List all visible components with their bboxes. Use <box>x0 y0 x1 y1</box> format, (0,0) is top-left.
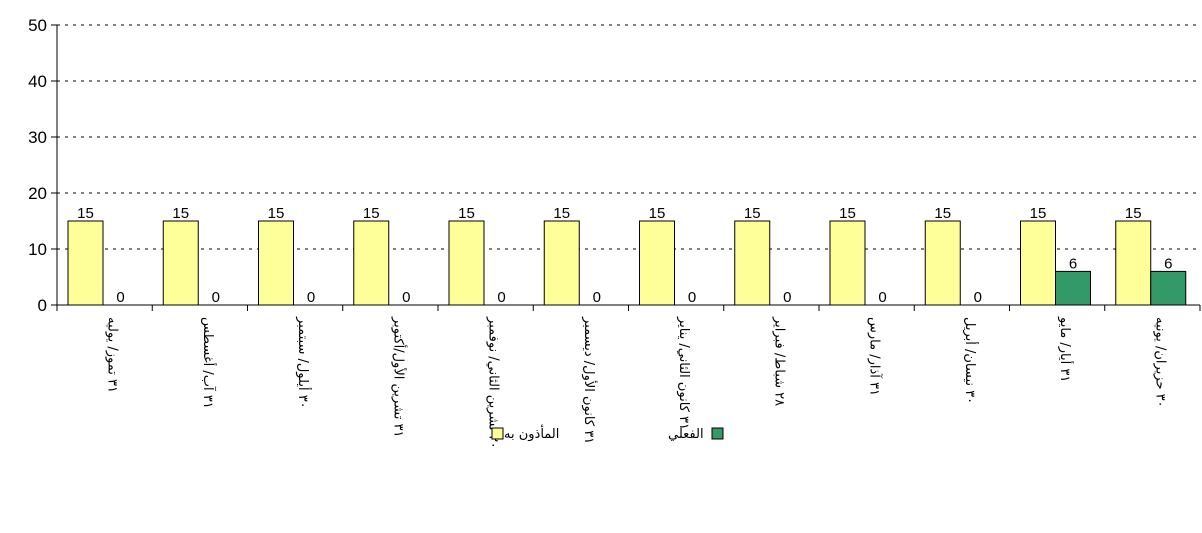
data-label-authorized: 15 <box>77 205 94 222</box>
bar-authorized <box>924 220 961 306</box>
category-label: ٣١ آب/ أغسطس <box>200 317 217 409</box>
data-label-authorized: 15 <box>744 205 761 222</box>
category-label: ٣٠ أيلول/ سبتمبر <box>295 316 312 409</box>
bar-authorized <box>734 220 771 306</box>
data-label-actual: 0 <box>593 289 601 306</box>
data-label-actual: 0 <box>307 289 315 306</box>
legend-swatch-actual <box>711 427 724 440</box>
y-tick-label: 20 <box>28 184 47 203</box>
category-label: ٢٨ شباط/ فبراير <box>771 316 786 406</box>
category-label: ٣٠ حزيران/ يونيه <box>1152 317 1167 408</box>
bar-actual <box>1150 270 1187 306</box>
data-label-actual: 0 <box>402 289 410 306</box>
category-labels: ٣١ تموز/ يوليه ٣١ آب/ أغسطس ٣٠ أيلول/ سبتم… <box>105 316 1168 449</box>
category-label: ٣١ كانون الثاني/ يناير <box>676 316 691 430</box>
data-label-authorized: 15 <box>649 205 666 222</box>
bar-authorized <box>1115 220 1152 306</box>
bar-authorized <box>639 220 675 306</box>
data-label-actual: 0 <box>116 289 124 306</box>
y-tick-label: 30 <box>28 128 47 147</box>
y-tick-label: 50 <box>28 16 47 35</box>
data-label-authorized: 15 <box>268 205 285 222</box>
data-label-authorized: 15 <box>458 205 475 222</box>
data-label-authorized: 15 <box>363 205 380 222</box>
bar-authorized <box>543 220 580 306</box>
data-label-actual: 0 <box>974 289 982 306</box>
category-label: ٣١ تشرين الأول/أكتوبر <box>390 316 407 438</box>
y-tick-label: 10 <box>28 240 47 259</box>
bar-authorized <box>258 220 294 306</box>
bar-authorized <box>1020 220 1056 306</box>
bar-authorized <box>353 220 390 306</box>
axes: 0 10 20 30 40 50 <box>28 16 1201 315</box>
data-label-actual: 6 <box>1069 255 1077 272</box>
bar-authorized <box>67 220 104 306</box>
legend-label-authorized: المأذون به <box>504 424 559 442</box>
bar-authorized <box>162 220 199 306</box>
category-label: ٣١ أيار/ مايو <box>1057 316 1074 382</box>
gridlines <box>57 24 1200 250</box>
bar-authorized <box>448 220 485 306</box>
data-label-authorized: 15 <box>172 205 189 222</box>
data-labels: 15 0 15 0 15 0 15 0 15 0 15 0 15 0 15 0 15 0 15 0 15 6 15 6 <box>77 205 1172 306</box>
data-label-actual: 0 <box>212 289 220 306</box>
y-tick-label: 40 <box>28 72 47 91</box>
category-label: ٣٠ نيسان/ أبريل <box>962 317 979 404</box>
data-label-actual: 0 <box>878 289 886 306</box>
category-label: ٣١ آذار/ مارس <box>867 317 884 396</box>
data-label-authorized: 15 <box>839 205 856 222</box>
category-label: ٣١ تموز/ يوليه <box>105 317 120 393</box>
data-label-actual: 0 <box>783 289 791 306</box>
legend-swatch-authorized <box>491 427 504 440</box>
category-label: ٣٠ تشرين الثاني/ نوفمبر <box>486 316 501 449</box>
data-label-authorized: 15 <box>1030 205 1047 222</box>
data-label-authorized: 15 <box>1125 205 1142 222</box>
data-label-authorized: 15 <box>934 205 951 222</box>
legend: المأذون به الفعلي <box>491 424 724 442</box>
y-tick-label: 0 <box>38 296 47 315</box>
data-label-actual: 6 <box>1164 255 1172 272</box>
data-label-authorized: 15 <box>553 205 570 222</box>
bar-actual <box>1055 270 1091 306</box>
bars <box>67 220 1187 306</box>
bar-authorized <box>829 220 866 306</box>
legend-label-actual: الفعلي <box>668 427 704 442</box>
category-label: ٣١ كانون الأول/ ديسمبر <box>581 316 598 444</box>
data-label-actual: 0 <box>497 289 505 306</box>
data-label-actual: 0 <box>688 289 696 306</box>
